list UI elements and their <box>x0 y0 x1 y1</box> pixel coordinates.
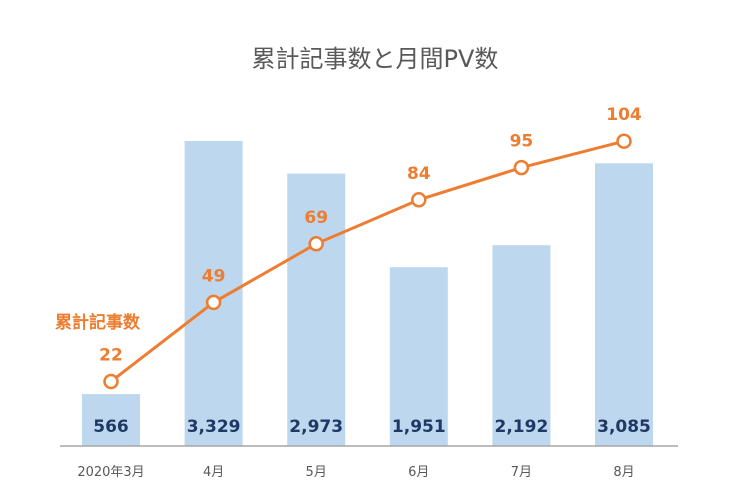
line-label-5: 104 <box>606 105 642 125</box>
bar-label-2: 2,973 <box>289 417 343 437</box>
line-label-0: 22 <box>99 346 123 366</box>
bar-5 <box>595 163 653 447</box>
line-point-0 <box>103 373 119 390</box>
bar-3 <box>389 267 448 446</box>
bar-series <box>82 141 653 447</box>
x-tick-1: 4月 <box>203 465 224 480</box>
bar-0 <box>82 394 140 446</box>
line-point-3 <box>411 192 427 208</box>
x-tick-3: 6月 <box>408 465 429 480</box>
chart-title: 累計記事数と月間PV数 <box>252 45 499 73</box>
line-label-3: 84 <box>407 164 431 184</box>
line-point-2 <box>308 236 324 252</box>
x-tick-0: 2020年3月 <box>77 465 144 480</box>
line-data-labels: 22 49 69 84 95 104 <box>99 105 642 365</box>
line-point-1 <box>205 294 222 311</box>
bar-label-4: 2,192 <box>495 417 549 437</box>
bar-2 <box>287 173 346 446</box>
line-point-4 <box>513 159 530 176</box>
bar-4 <box>492 245 551 446</box>
x-tick-2: 5月 <box>306 465 327 480</box>
line-series <box>103 133 632 390</box>
bar-label-5: 3,085 <box>597 417 651 437</box>
line-label-4: 95 <box>510 132 534 152</box>
x-tick-labels: 2020年3月 4月 5月 6月 7月 8月 <box>77 465 634 480</box>
line-point-5 <box>616 133 632 149</box>
bar-1 <box>184 141 243 446</box>
line-label-1: 49 <box>202 266 226 286</box>
line-series-label: 累計記事数 <box>55 312 141 333</box>
bar-label-0: 566 <box>93 417 129 437</box>
bar-data-labels: 566 3,329 2,973 1,951 2,192 3,085 <box>93 417 651 437</box>
line-label-2: 69 <box>304 208 328 228</box>
bar-label-1: 3,329 <box>187 417 241 437</box>
x-tick-5: 8月 <box>613 465 634 480</box>
bar-label-3: 1,951 <box>392 417 446 437</box>
line-path <box>110 139 625 383</box>
x-tick-4: 7月 <box>511 465 532 480</box>
